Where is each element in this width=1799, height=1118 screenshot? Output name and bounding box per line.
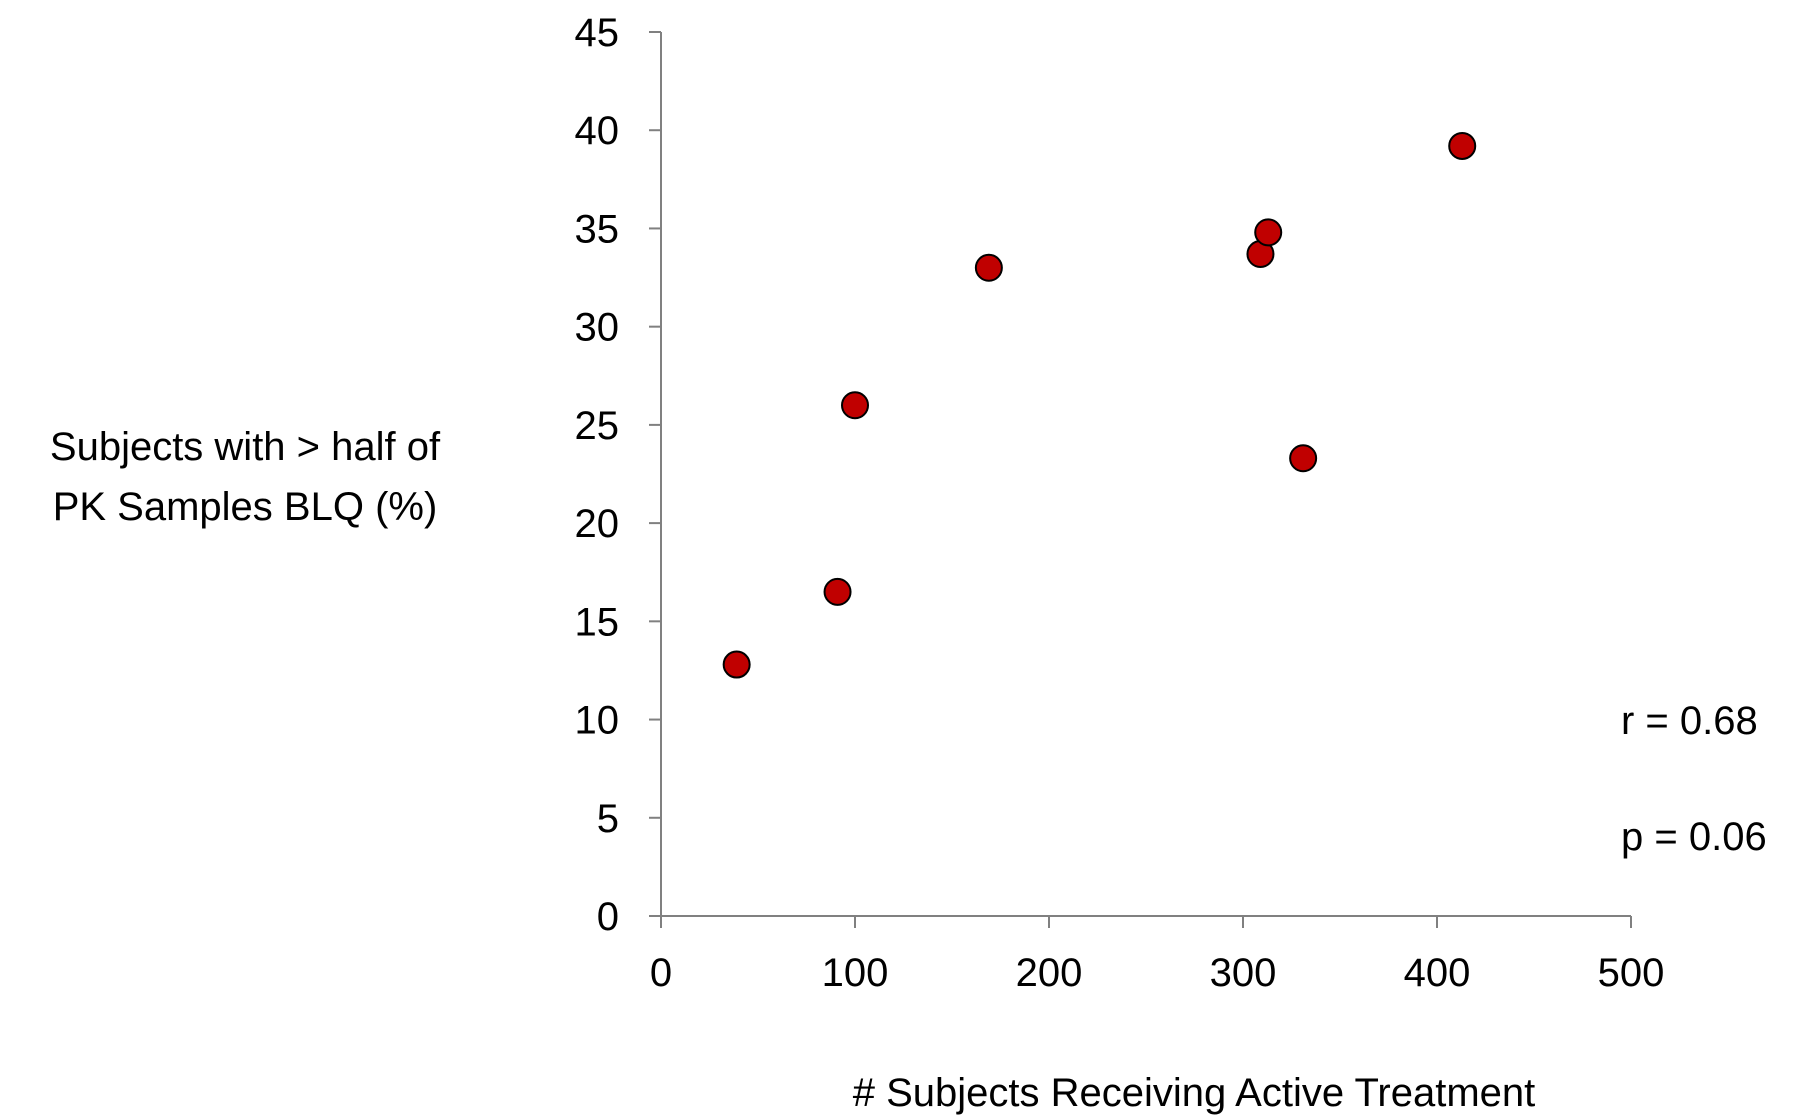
- x-ticks: 0 100 200 300 400 500: [650, 916, 1665, 995]
- y-tick-label: 10: [575, 699, 620, 743]
- correlation-r-annotation: r = 0.68: [1621, 699, 1758, 743]
- y-axis-title-line-1: Subjects with > half of: [50, 425, 441, 469]
- x-axis: 0 100 200 300 400 500: [650, 915, 1665, 995]
- data-points: [722, 131, 1477, 679]
- x-tick-label: 400: [1404, 951, 1471, 995]
- p-value-annotation: p = 0.06: [1621, 815, 1767, 859]
- data-point: [823, 577, 852, 606]
- y-tick-label: 15: [575, 600, 620, 644]
- data-point: [1448, 131, 1477, 160]
- data-point: [974, 253, 1003, 282]
- data-point: [722, 650, 751, 679]
- y-tick-label: 30: [575, 306, 620, 350]
- y-ticks: 0 5 10 15 20 25 30 35 40 45: [575, 11, 661, 939]
- data-point: [1289, 444, 1318, 473]
- y-tick-label: 45: [575, 11, 620, 55]
- x-tick-label: 0: [650, 951, 672, 995]
- y-tick-label: 25: [575, 404, 620, 448]
- y-tick-label: 40: [575, 109, 620, 153]
- x-tick-label: 100: [822, 951, 889, 995]
- y-axis-title-line-2: PK Samples BLQ (%): [53, 485, 438, 529]
- x-tick-label: 500: [1598, 951, 1665, 995]
- y-tick-label: 0: [597, 895, 619, 939]
- data-point: [1254, 218, 1283, 247]
- y-axis: 0 5 10 15 20 25 30 35 40 45: [575, 11, 662, 939]
- y-tick-label: 20: [575, 502, 620, 546]
- data-point: [841, 391, 869, 420]
- y-tick-label: 35: [575, 207, 620, 251]
- y-tick-label: 5: [597, 797, 619, 841]
- x-tick-label: 200: [1016, 951, 1083, 995]
- x-axis-title: # Subjects Receiving Active Treatment: [853, 1071, 1536, 1115]
- x-tick-label: 300: [1210, 951, 1277, 995]
